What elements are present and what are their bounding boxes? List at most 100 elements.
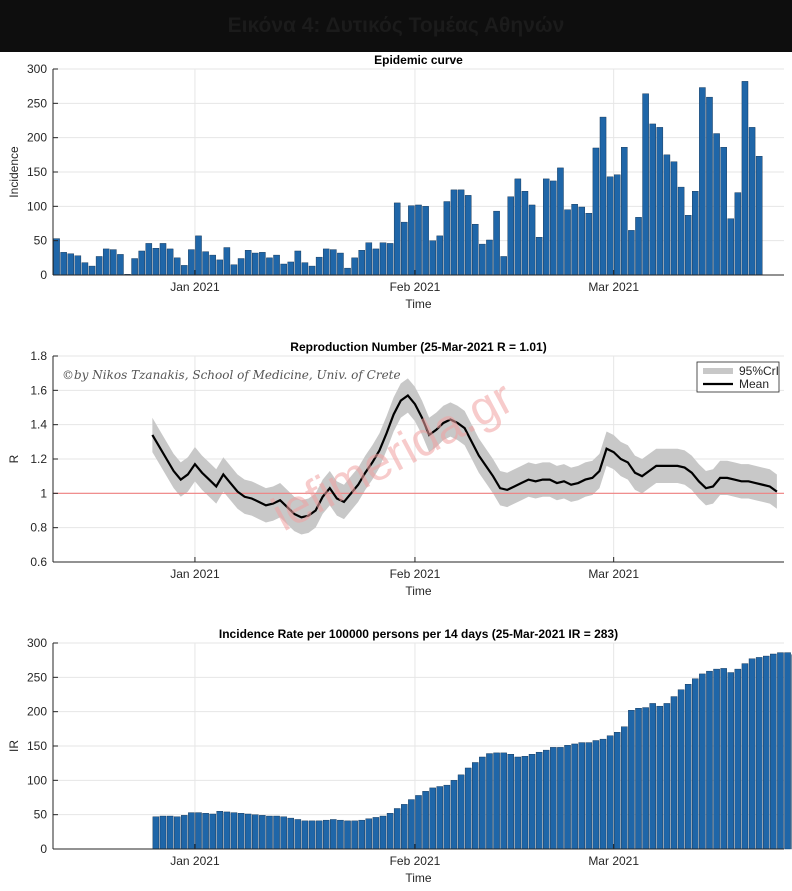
bar	[450, 780, 458, 850]
bar	[755, 156, 763, 276]
bar	[422, 206, 429, 276]
bar	[401, 804, 408, 850]
bar	[543, 178, 550, 276]
x-tick-label: Feb 2021	[390, 280, 441, 294]
bar	[166, 248, 174, 276]
bar	[365, 818, 373, 850]
bar	[266, 257, 273, 276]
bar	[244, 250, 252, 276]
bar	[464, 767, 472, 850]
bar	[330, 249, 337, 276]
bar	[663, 703, 671, 850]
bar	[557, 167, 564, 276]
bar	[358, 819, 365, 850]
bar	[713, 668, 720, 850]
x-tick-label: Jan 2021	[170, 854, 220, 868]
bar	[117, 254, 124, 276]
bar	[436, 786, 444, 850]
y-tick-label: 300	[27, 62, 47, 76]
y-tick-label: 250	[27, 96, 47, 110]
bar	[294, 819, 302, 850]
bar	[273, 815, 280, 850]
bar	[514, 756, 522, 850]
bar	[528, 754, 536, 850]
bar	[507, 196, 515, 276]
bar	[599, 116, 607, 276]
bar	[621, 726, 628, 850]
legend-box	[696, 361, 780, 393]
bar	[592, 147, 600, 276]
bar	[692, 678, 699, 850]
bar	[422, 791, 429, 850]
bar	[81, 262, 89, 276]
bar	[273, 254, 280, 276]
bar	[337, 252, 344, 276]
bar	[252, 252, 259, 276]
bar	[628, 710, 635, 850]
bar	[642, 93, 649, 276]
bar	[202, 813, 209, 850]
bar	[635, 708, 642, 850]
y-tick-label: 100	[27, 773, 47, 787]
legend-label: Mean	[739, 377, 769, 391]
bar	[550, 180, 557, 276]
y-tick-label: 200	[27, 705, 47, 719]
bar	[351, 257, 358, 276]
bar	[315, 256, 323, 276]
y-tick-label: 0	[40, 842, 47, 856]
bar	[436, 235, 444, 276]
bar	[393, 808, 401, 850]
bar	[606, 176, 614, 276]
bar	[67, 253, 74, 276]
credit-text: ©by Nikos Tzanakis, School of Medicine, …	[62, 368, 401, 382]
bar	[358, 250, 365, 276]
mean-line	[151, 393, 778, 519]
y-tick-label: 1.2	[30, 452, 47, 466]
bar	[415, 795, 422, 850]
bar	[457, 189, 465, 276]
bar	[706, 670, 713, 850]
bar	[755, 657, 763, 850]
bar	[216, 811, 224, 850]
bar	[330, 819, 337, 850]
bar	[486, 753, 493, 850]
bar	[727, 218, 735, 276]
credible-interval-band	[152, 378, 777, 535]
x-tick-label: Mar 2021	[588, 567, 639, 581]
bar	[670, 161, 678, 276]
bar	[166, 815, 174, 850]
bar	[379, 242, 387, 276]
bar	[252, 814, 259, 850]
bar	[102, 248, 110, 276]
bar	[393, 202, 401, 276]
bar	[734, 192, 742, 276]
chart-title: Reproduction Number (25-Mar-2021 R = 1.0…	[290, 340, 546, 354]
bar	[181, 265, 188, 276]
bar	[748, 127, 756, 276]
chart-title: Incidence Rate per 100000 persons per 14…	[219, 627, 618, 641]
x-tick-label: Jan 2021	[170, 280, 220, 294]
x-axis-label: Time	[405, 297, 432, 311]
y-axis-label: R	[7, 454, 21, 463]
bar	[493, 752, 500, 850]
bar	[606, 735, 614, 850]
bar	[173, 816, 181, 850]
chart-2: ©by Nikos Tzanakis, School of Medicine, …	[7, 340, 784, 598]
bar	[344, 820, 351, 850]
y-tick-label: 0	[40, 268, 47, 282]
bar	[259, 252, 266, 276]
bar	[464, 195, 472, 276]
bar	[131, 258, 138, 276]
bar	[401, 221, 408, 276]
bar	[457, 774, 465, 850]
bar	[684, 684, 692, 850]
bar	[202, 251, 209, 276]
bar	[443, 784, 451, 850]
y-tick-label: 150	[27, 165, 47, 179]
bar	[110, 249, 117, 276]
y-tick-label: 300	[27, 636, 47, 650]
bar	[287, 261, 295, 276]
bar	[443, 201, 451, 276]
bar	[173, 257, 181, 276]
